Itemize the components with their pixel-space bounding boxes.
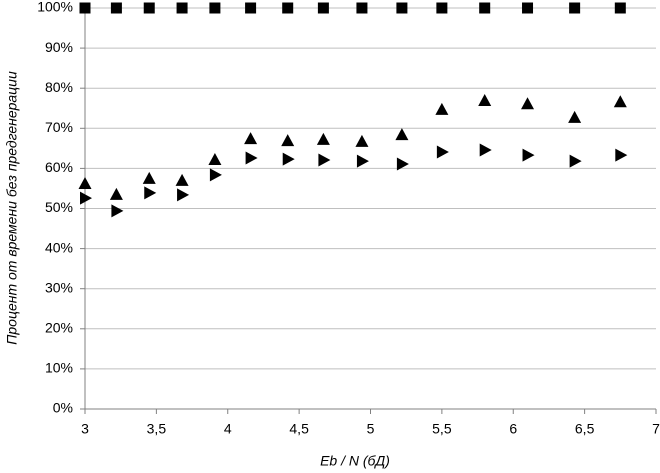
point [356, 2, 368, 14]
x-tick-label: 5 [367, 421, 375, 437]
y-tick-label: 10% [45, 360, 73, 376]
y-tick-label: 70% [45, 119, 73, 135]
point [435, 102, 449, 115]
x-tick-label: 6,5 [575, 421, 595, 437]
point [615, 148, 628, 162]
point [175, 173, 189, 186]
y-tick-label: 90% [45, 39, 73, 55]
point [245, 151, 258, 165]
point [436, 2, 448, 14]
point [478, 94, 492, 107]
point [396, 157, 409, 171]
x-tick-label: 3 [81, 421, 89, 437]
point [110, 2, 122, 14]
point [317, 2, 329, 14]
point [144, 186, 157, 200]
point [395, 128, 409, 141]
point [111, 204, 124, 218]
y-tick-label: 0% [53, 400, 73, 416]
point [109, 187, 123, 200]
x-tick-label: 5,5 [432, 421, 452, 437]
y-tick-label: 60% [45, 159, 73, 175]
point [479, 2, 491, 14]
y-tick-label: 20% [45, 320, 73, 336]
point [281, 134, 295, 147]
point [396, 2, 408, 14]
point [282, 152, 295, 166]
point [521, 97, 535, 110]
point [318, 153, 331, 167]
x-tick-label: 6 [509, 421, 517, 437]
point [176, 2, 188, 14]
point [569, 2, 581, 14]
point [208, 152, 222, 165]
point [356, 154, 369, 168]
point [80, 191, 92, 205]
point [522, 148, 535, 162]
y-tick-label: 30% [45, 279, 73, 295]
y-tick-label: 40% [45, 239, 73, 255]
point [522, 2, 534, 14]
point [79, 2, 91, 14]
y-tick-label: 50% [45, 199, 73, 215]
point [244, 132, 258, 145]
point [436, 145, 449, 159]
point [209, 168, 222, 182]
point [177, 188, 190, 202]
x-tick-label: 7 [652, 421, 660, 437]
x-tick-label: 4,5 [289, 421, 309, 437]
point [282, 2, 294, 14]
x-tick-label: 4 [224, 421, 232, 437]
x-axis-title: Eb / N (бД) [320, 453, 390, 469]
point [245, 2, 257, 14]
point [143, 2, 155, 14]
point [613, 95, 627, 108]
x-tick-label: 3,5 [147, 421, 167, 437]
point [209, 2, 221, 14]
point [78, 177, 92, 190]
point [355, 134, 369, 147]
point [479, 143, 492, 157]
y-tick-label: 80% [45, 79, 73, 95]
point [316, 132, 330, 145]
point [142, 171, 156, 184]
y-axis-title: Процент от времени без предгенерации [4, 71, 20, 345]
point [569, 154, 582, 168]
point [614, 2, 626, 14]
y-tick-label: 100% [37, 0, 73, 15]
point [568, 110, 582, 123]
